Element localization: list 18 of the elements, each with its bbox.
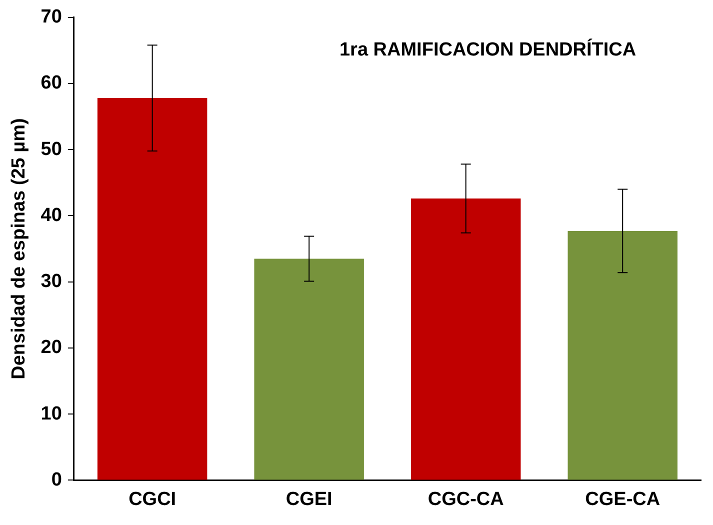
bar (568, 230, 678, 480)
bar (97, 98, 208, 480)
y-tick-label: 0 (51, 469, 62, 490)
y-tick-label: 10 (40, 403, 62, 424)
text: 1ra RAMIFICACION DENDRÍTICA (339, 38, 636, 61)
y-tick-label: 50 (40, 138, 62, 160)
x-tick-label: CGEI (286, 488, 332, 510)
bar (410, 198, 521, 480)
x-tick-label: CGCI (128, 488, 176, 510)
y-axis-title: Densidad de espinas (25 µm) (8, 118, 30, 380)
y-tick-label: 40 (40, 204, 62, 226)
x-tick-label: CGE-CA (585, 488, 660, 510)
y-tick-label: 70 (40, 6, 62, 28)
y-tick-label: 60 (40, 72, 62, 94)
y-tick-label: 30 (40, 271, 62, 292)
bar (254, 258, 364, 480)
y-tick-label: 20 (40, 337, 62, 358)
x-tick-label: CGC-CA (428, 488, 504, 510)
